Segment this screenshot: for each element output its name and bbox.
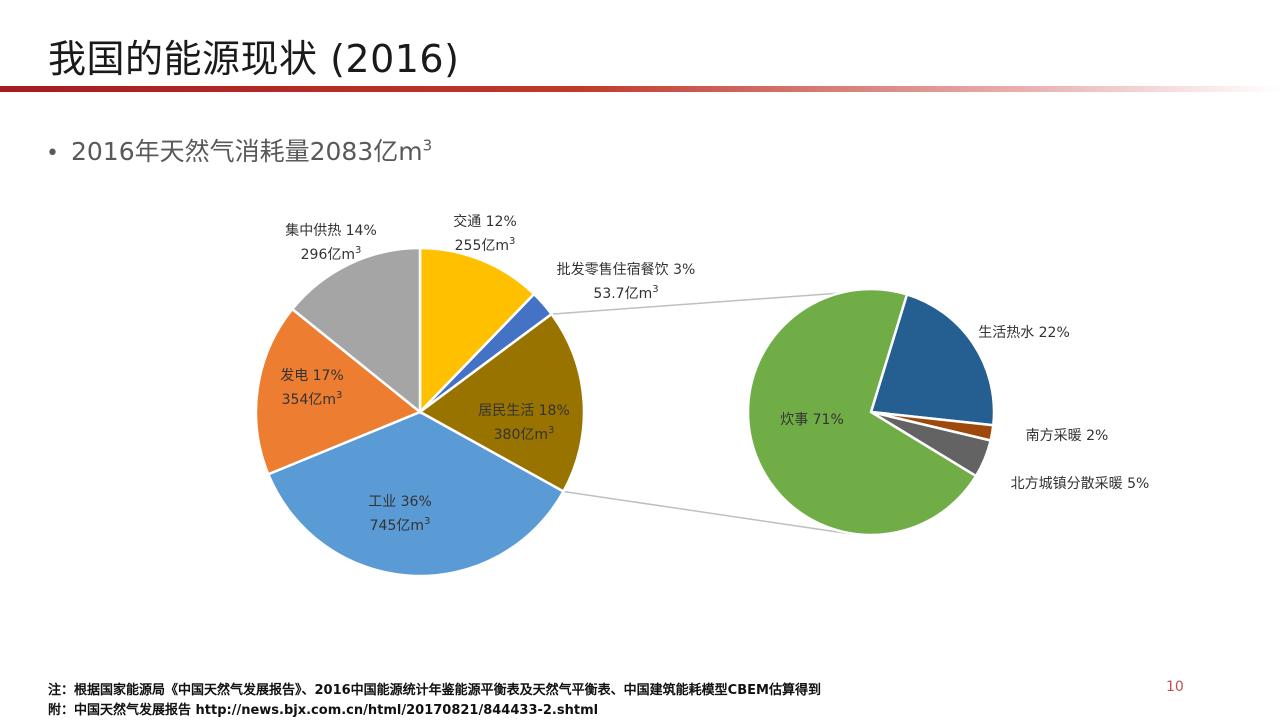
footnote-source: 注：根据国家能源局《中国天然气发展报告》、2016中国能源统计年鉴能源平衡表及天…	[48, 683, 821, 698]
main-pie-slice-0	[418, 246, 536, 416]
footnotes: 注：根据国家能源局《中国天然气发展报告》、2016中国能源统计年鉴能源平衡表及天…	[48, 681, 821, 720]
main-pie	[254, 246, 586, 578]
sub-pie-slice-0	[869, 292, 996, 427]
main-label-name-1: 批发零售住宿餐饮 3%	[557, 261, 696, 278]
bullet-dot-icon: •	[46, 141, 59, 166]
bullet-point: • 2016年天然气消耗量2083亿m3	[46, 132, 432, 168]
main-label-name-5: 集中供热 14%	[285, 222, 377, 239]
footnote-link[interactable]: 附：中国天然气发展报告 http://news.bjx.com.cn/html/…	[48, 703, 599, 718]
main-pie-slice-4	[254, 307, 423, 476]
main-label-name-4: 发电 17%	[280, 368, 344, 384]
sub-pie-slice-3	[746, 287, 978, 537]
sub-label-0: 生活热水 22%	[978, 325, 1070, 341]
title-rule	[0, 86, 1280, 92]
connector-line-top	[551, 292, 842, 315]
bullet-superscript: 3	[422, 136, 433, 155]
main-label-value-2: 380亿m3	[494, 425, 555, 443]
sub-label-3: 炊事 71%	[780, 412, 844, 428]
main-label-name-3: 工业 36%	[368, 494, 432, 510]
bullet-text: 2016年天然气消耗量2083亿m	[70, 137, 423, 166]
main-pie-slice-2	[417, 312, 586, 494]
main-label-value-5: 296亿m3	[301, 245, 362, 263]
page-number: 10	[1166, 679, 1184, 695]
connector-lines	[551, 292, 852, 535]
main-label-name-2: 居民生活 18%	[478, 403, 570, 419]
sub-label-2: 北方城镇分散采暖 5%	[1011, 476, 1150, 492]
main-label-value-3: 745亿m3	[370, 516, 431, 534]
connector-line-bottom	[563, 490, 852, 535]
main-label-value-1: 53.7亿m3	[593, 284, 658, 302]
sub-label-1: 南方采暖 2%	[1026, 428, 1109, 444]
sub-pie	[746, 287, 996, 537]
slide-title: 我国的能源现状 (2016)	[48, 37, 460, 81]
main-label-value-4: 354亿m3	[282, 390, 343, 408]
main-pie-slice-5	[290, 246, 422, 415]
main-label-value-0: 255亿m3	[455, 236, 516, 254]
main-label-name-0: 交通 12%	[453, 213, 517, 230]
main-pie-slice-3	[266, 410, 566, 578]
chart-labels: 交通 12% 255亿m3 批发零售住宿餐饮 3% 53.7亿m3 居民生活 18% 38…	[280, 213, 1149, 534]
